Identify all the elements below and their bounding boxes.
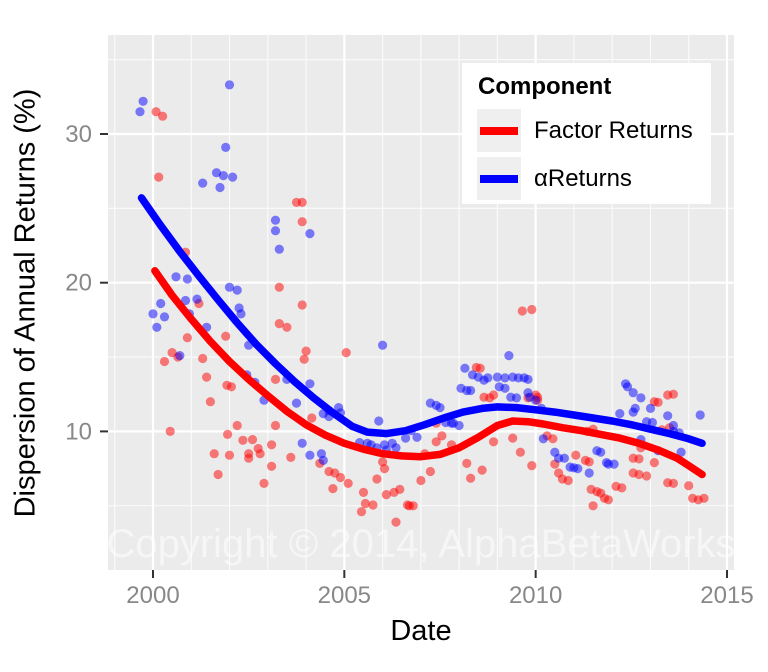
axis-tick-marks — [100, 133, 728, 578]
watermark-text: Copyright © 2014, AlphaBetaWorks — [106, 522, 735, 566]
x-axis-title: Date — [390, 615, 452, 647]
y-axis-tick-labels: 10 20 30 — [65, 121, 92, 445]
major-gridlines — [108, 35, 734, 570]
alpha-returns-line-swatch — [480, 174, 518, 183]
legend-item-alpha-returns: αReturns — [477, 157, 711, 200]
svg-text:20: 20 — [65, 270, 92, 297]
legend-label-factor-returns: Factor Returns — [534, 116, 693, 144]
trend-line-factor-returns — [151, 267, 706, 479]
factor-returns-line-swatch — [480, 126, 518, 135]
svg-text:2000: 2000 — [126, 582, 179, 609]
legend-label-alpha-returns: αReturns — [534, 164, 632, 192]
trend-line-alpha-returns — [137, 194, 706, 448]
legend-key-factor-returns — [477, 109, 521, 152]
y-axis-title: Dispersion of Annual Returns (%) — [9, 88, 42, 518]
legend: Component Factor Returns αReturns — [462, 63, 711, 204]
legend-key-alpha-returns — [477, 157, 521, 200]
svg-text:10: 10 — [65, 418, 92, 445]
svg-text:2015: 2015 — [700, 582, 753, 609]
svg-text:2010: 2010 — [509, 582, 562, 609]
legend-title: Component — [478, 73, 612, 100]
svg-text:2005: 2005 — [318, 582, 371, 609]
legend-item-factor-returns: Factor Returns — [477, 109, 711, 152]
scatter-points-alpha-returns — [135, 80, 705, 478]
x-axis-tick-labels: 2000 2005 2010 2015 — [126, 582, 753, 609]
svg-text:30: 30 — [65, 121, 92, 148]
